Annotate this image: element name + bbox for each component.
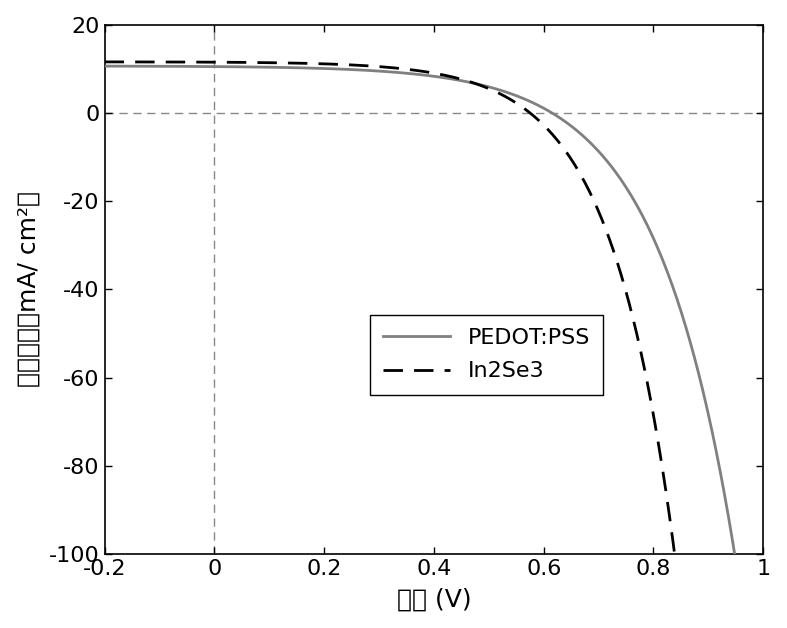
Line: In2Se3: In2Se3 bbox=[105, 62, 763, 628]
In2Se3 bbox=[134, 58, 143, 66]
Legend: PEDOT:PSS, In2Se3: PEDOT:PSS, In2Se3 bbox=[370, 315, 604, 395]
PEDOT:PSS bbox=[420, 72, 430, 79]
PEDOT:PSS bbox=[100, 62, 109, 70]
Line: PEDOT:PSS: PEDOT:PSS bbox=[105, 66, 763, 628]
PEDOT:PSS bbox=[403, 70, 412, 77]
PEDOT:PSS bbox=[739, 611, 748, 619]
PEDOT:PSS bbox=[740, 614, 749, 621]
In2Se3 bbox=[100, 58, 109, 66]
In2Se3 bbox=[403, 65, 412, 73]
PEDOT:PSS bbox=[134, 62, 143, 70]
In2Se3 bbox=[619, 278, 628, 286]
Y-axis label: 电流密度（mA/ cm²）: 电流密度（mA/ cm²） bbox=[17, 192, 41, 387]
X-axis label: 电压 (V): 电压 (V) bbox=[397, 587, 471, 611]
PEDOT:PSS bbox=[619, 179, 628, 187]
In2Se3 bbox=[420, 68, 430, 75]
